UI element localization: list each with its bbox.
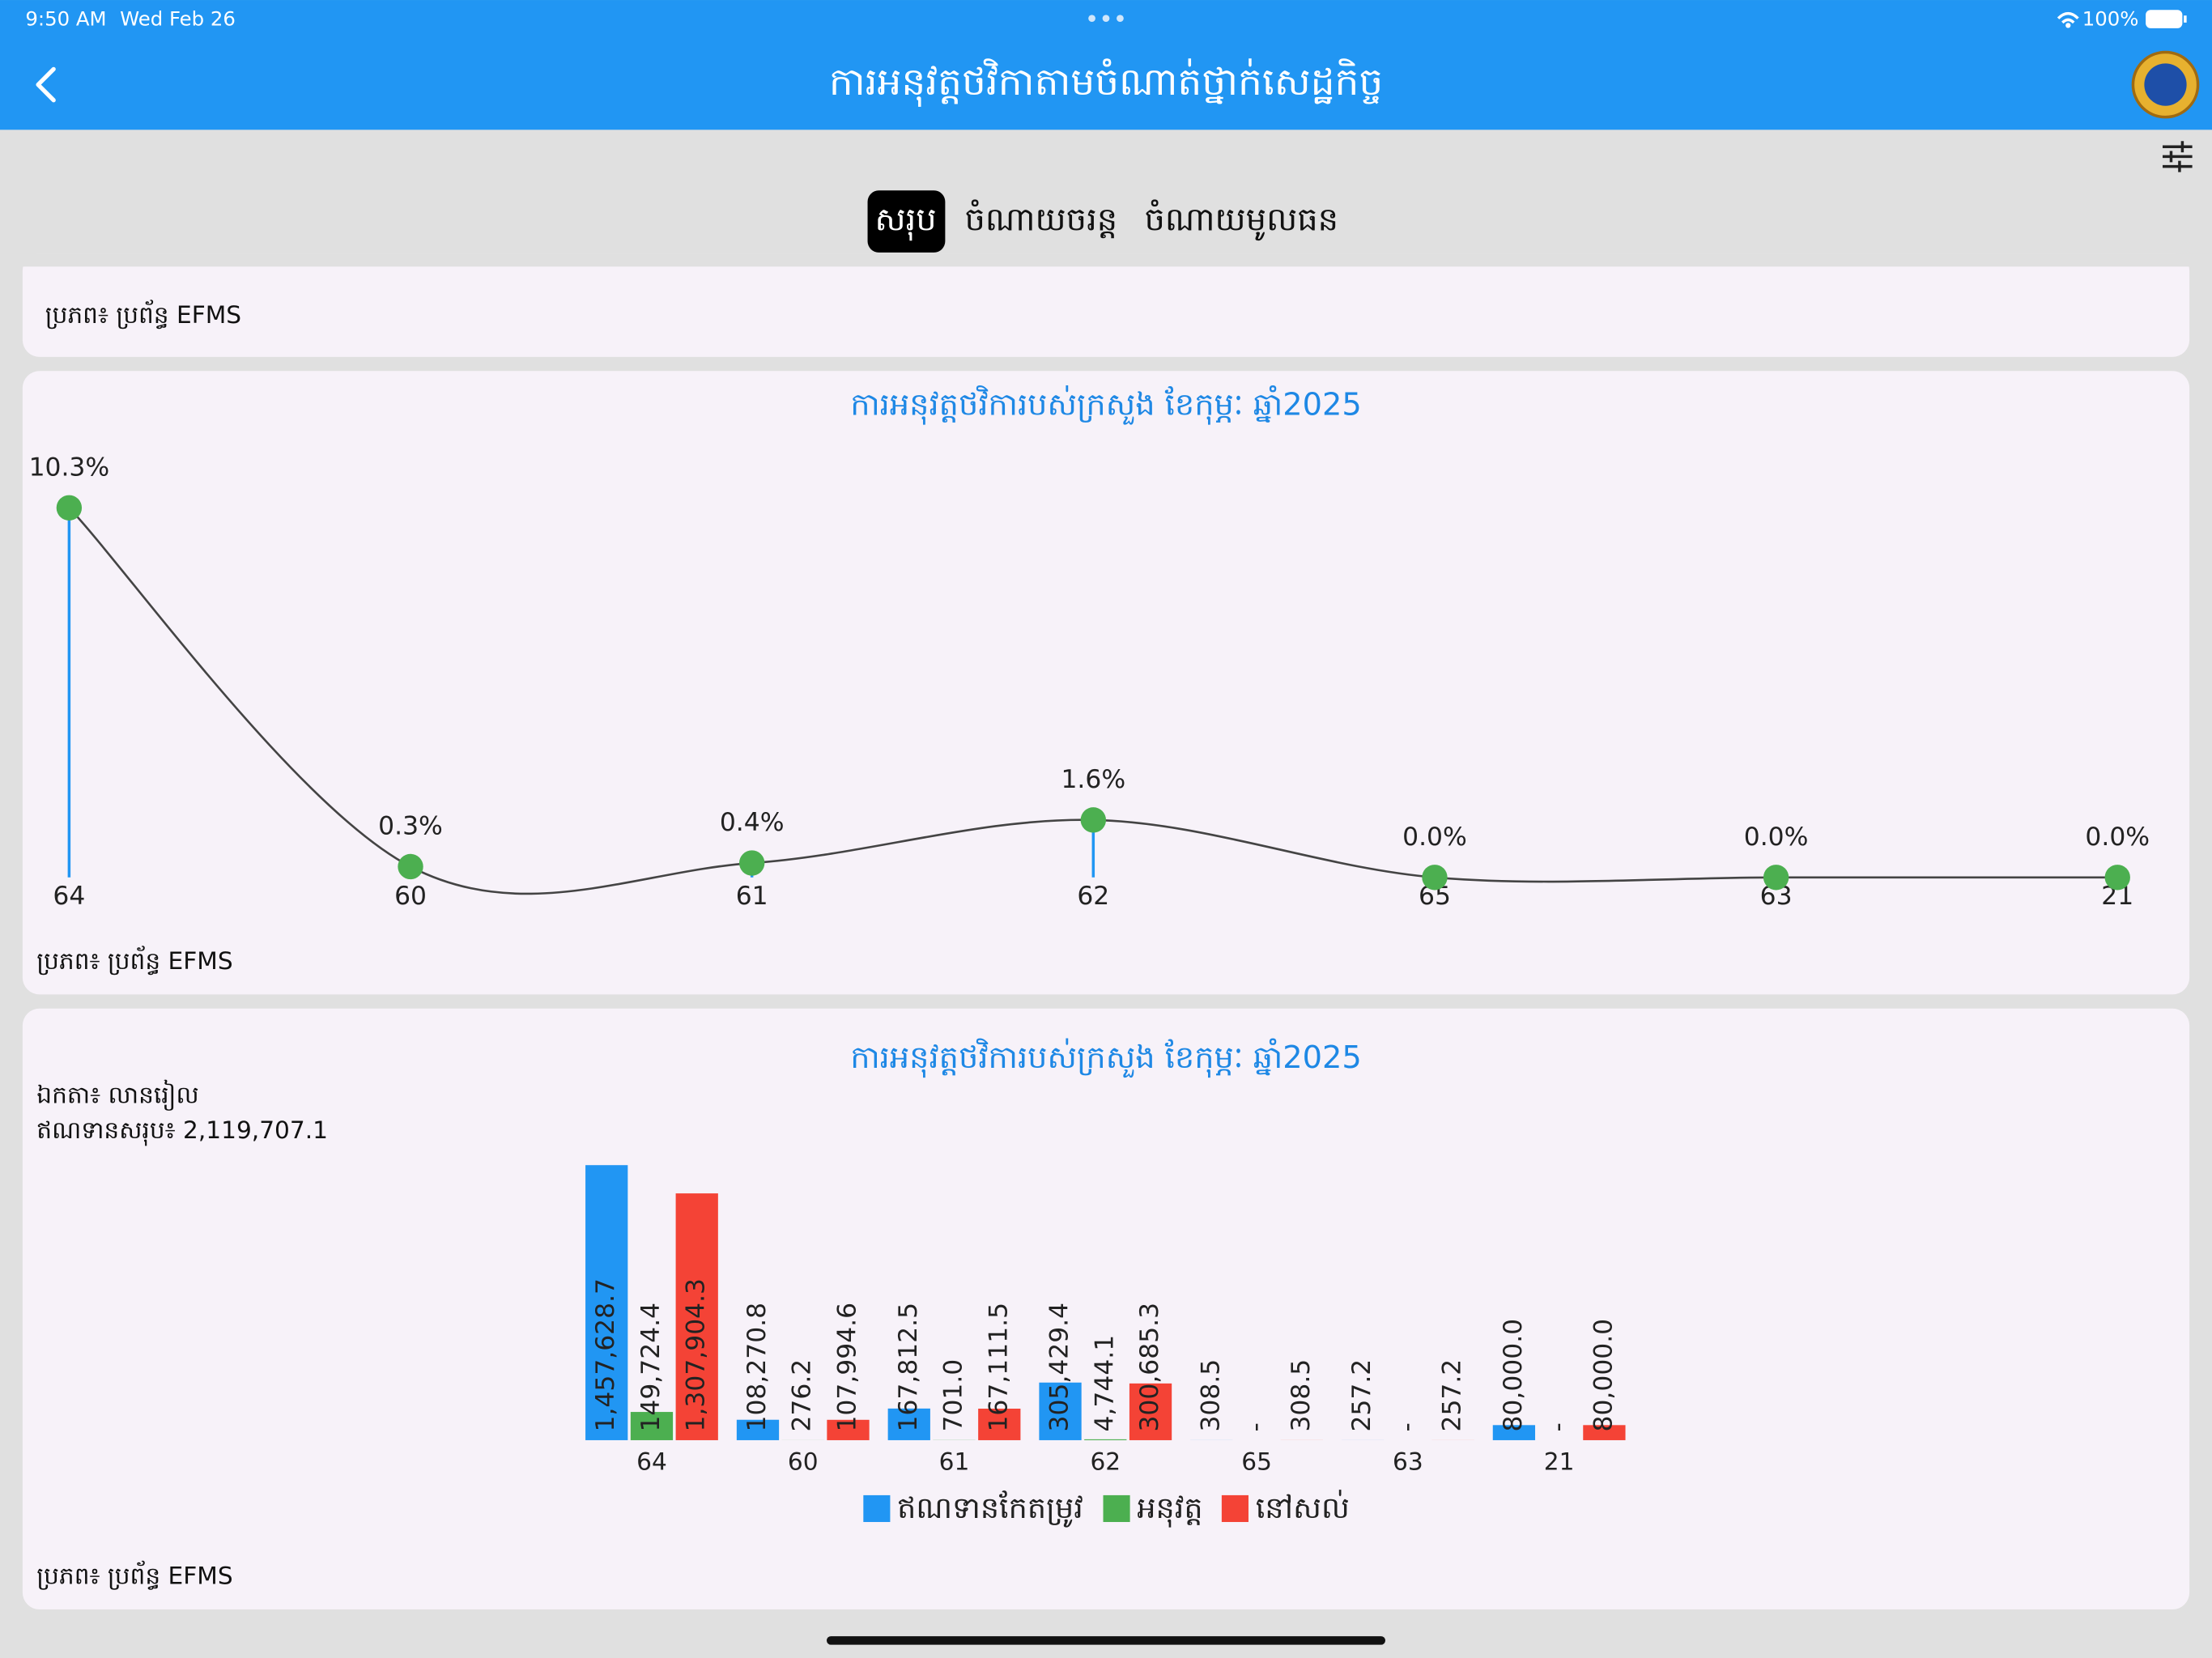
value-label: 108,270.8 (742, 1303, 772, 1432)
point (56, 495, 83, 521)
bar (1084, 1439, 1127, 1440)
x-tick-label: 63 (1393, 1448, 1423, 1475)
unit-note: ឯកតា៖ លានរៀល (36, 1079, 198, 1111)
value-label: 0.4% (720, 808, 785, 837)
x-tick-label: 21 (1544, 1448, 1575, 1475)
value-label: 4,744.1 (1090, 1335, 1119, 1432)
value-label: 257.2 (1438, 1359, 1467, 1432)
card (22, 1008, 2190, 1610)
status-date: Wed Feb 26 (120, 6, 236, 30)
value-label: 80,000.0 (1499, 1319, 1528, 1432)
wifi-icon (2057, 11, 2079, 24)
x-tick-label: 62 (1077, 882, 1109, 911)
x-tick-label: 62 (1090, 1448, 1121, 1475)
bar (1583, 1425, 1626, 1440)
tab-selected-bg (867, 190, 946, 253)
x-tick-label: 60 (788, 1448, 819, 1475)
legend-swatch (863, 1494, 891, 1523)
battery-tip (2184, 15, 2187, 23)
value-label: 701.0 (939, 1359, 968, 1432)
legend-label: នៅសល់ (1256, 1490, 1350, 1525)
legend-label: អនុវត្ត (1137, 1490, 1202, 1528)
value-label: 308.5 (1287, 1359, 1316, 1432)
page-title: ការអនុវត្តថវិកាតាមចំណាត់ថ្នាក់សេដ្ឋកិច្ច (829, 58, 1383, 107)
legend-label: ឥណទានកែតម្រូវ (897, 1490, 1083, 1528)
value-label: 305,429.4 (1045, 1303, 1074, 1432)
source-note: ប្រភព៖ ប្រព័ន្ធ EFMS (36, 946, 232, 976)
bar (736, 1419, 780, 1440)
logo-inner (2144, 63, 2187, 106)
value-label: 308.5 (1196, 1359, 1225, 1432)
card (22, 253, 2190, 357)
point (1763, 865, 1789, 891)
card-clip (0, 253, 2212, 267)
value-label: 167,111.5 (984, 1303, 1013, 1432)
x-tick-label: 61 (939, 1448, 970, 1475)
x-tick-label: 64 (636, 1448, 667, 1475)
value-label: 1.6% (1061, 765, 1125, 794)
value-label: 10.3% (29, 453, 110, 482)
point (1422, 865, 1448, 891)
source-note: ប្រភព៖ ប្រព័ន្ធ EFMS (45, 300, 241, 329)
home-indicator (827, 1636, 1385, 1645)
x-tick-label: 61 (736, 882, 768, 911)
bar (978, 1409, 1021, 1440)
value-label: 149,724.4 (636, 1303, 666, 1432)
back-button[interactable] (36, 66, 56, 103)
value-label: 0.3% (378, 812, 443, 841)
x-tick-label: 65 (1241, 1448, 1272, 1475)
value-label: 0.0% (1402, 823, 1467, 852)
bar (675, 1193, 718, 1440)
total-note: ឥណទានសរុប៖ 2,119,707.1 (36, 1116, 328, 1146)
legend-swatch (1221, 1494, 1249, 1523)
value-label: 167,812.5 (894, 1303, 923, 1432)
value-label: 257.2 (1347, 1359, 1376, 1432)
bar (887, 1408, 930, 1440)
multitask-dots (1088, 15, 1124, 23)
chart-title: ការអនុវត្តថវិការបស់ក្រសួង ខែកុម្ភៈ ឆ្នាំ… (850, 385, 1362, 425)
tab[interactable]: ចំណាយចរន្ត (964, 199, 1117, 239)
value-label: 0.0% (1744, 823, 1809, 852)
point (1080, 807, 1106, 833)
point (738, 850, 765, 876)
value-label: 0.0% (2085, 823, 2150, 852)
x-tick-label: 64 (53, 882, 85, 911)
value-label: - (1544, 1422, 1573, 1431)
value-label: 1,457,628.7 (591, 1278, 620, 1432)
point (398, 853, 423, 880)
value-label: - (1241, 1422, 1270, 1431)
point (2104, 865, 2130, 891)
chart-title: ការអនុវត្តថវិការបស់ក្រសួង ខែកុម្ភៈ ឆ្នាំ… (850, 1038, 1362, 1078)
bar (585, 1165, 628, 1440)
card (22, 371, 2190, 995)
value-label: 107,994.6 (832, 1303, 861, 1432)
tab[interactable]: សរុប (874, 202, 936, 241)
value-label: 80,000.0 (1589, 1319, 1618, 1432)
bar (1039, 1382, 1082, 1440)
bar (827, 1419, 870, 1440)
x-tick-label: 60 (394, 882, 427, 911)
bar (1492, 1425, 1536, 1440)
bar (630, 1412, 674, 1440)
battery-icon (2146, 10, 2183, 28)
value-label: 276.2 (788, 1359, 817, 1432)
status-battery: 100% (2082, 6, 2139, 30)
tab[interactable]: ចំណាយមូលធន (1144, 199, 1338, 241)
value-label: - (1393, 1422, 1422, 1431)
value-label: 1,307,904.3 (682, 1278, 711, 1432)
bar (1129, 1383, 1172, 1440)
filter-button[interactable] (2163, 141, 2193, 172)
status-time: 9:50 AM (25, 6, 106, 30)
value-label: 300,685.3 (1135, 1303, 1164, 1432)
source-note: ប្រភព៖ ប្រព័ន្ធ EFMS (36, 1560, 232, 1590)
legend-swatch (1103, 1494, 1130, 1523)
wifi-dot (2065, 23, 2071, 28)
